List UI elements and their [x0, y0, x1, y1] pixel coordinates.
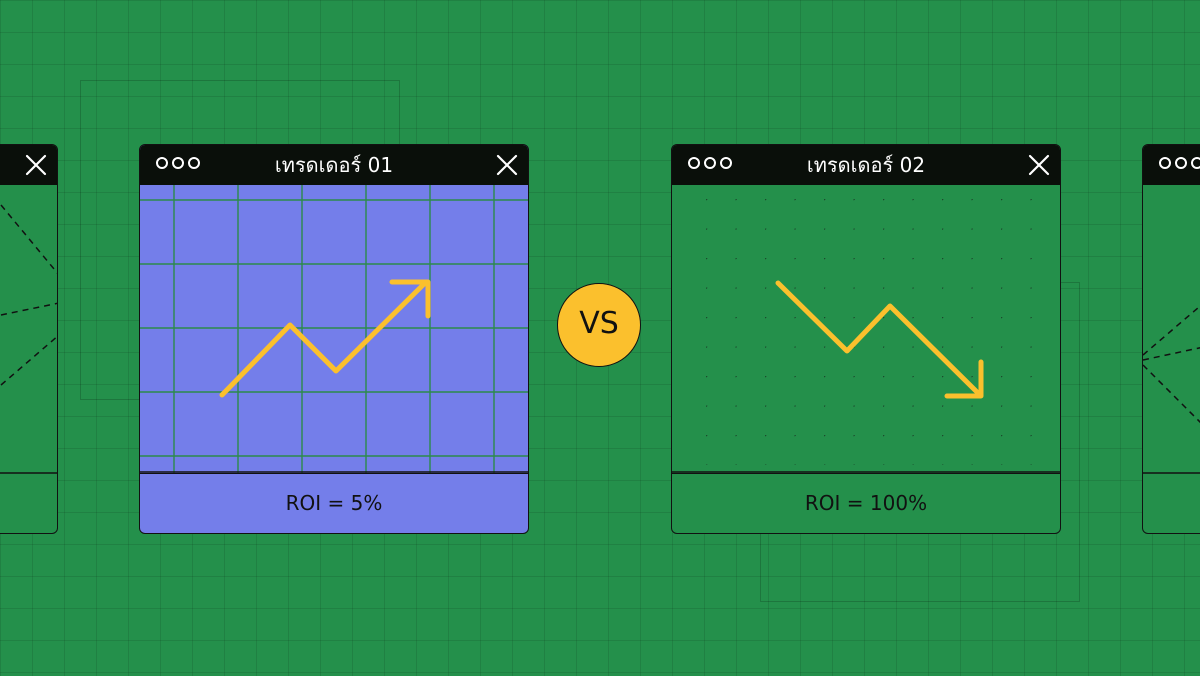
trend-down-arrow-icon: [775, 280, 984, 399]
trend-up-arrow-icon: [219, 279, 431, 398]
trader-01-titlebar: เทรดเดอร์ 01: [140, 145, 528, 185]
partial-window-left-chart: [0, 204, 57, 474]
trader-02-roi: ROI = 100%: [804, 491, 928, 515]
partial-window-right-chart: [1143, 305, 1200, 474]
partial-window-right: [1142, 144, 1200, 534]
close-icon[interactable]: [1028, 154, 1050, 176]
close-icon[interactable]: [496, 154, 518, 176]
window-dots-icon[interactable]: [688, 157, 732, 169]
partial-window-left: [0, 144, 58, 534]
trader-02-chart: [672, 185, 1060, 474]
partial-window-right-titlebar: [1143, 145, 1200, 185]
partial-window-left-titlebar: [0, 145, 57, 185]
vs-badge: VS: [557, 283, 641, 367]
trader-02-window: เทรดเดอร์ 02 ROI = 100%: [671, 144, 1061, 534]
window-dots-icon[interactable]: [156, 157, 200, 169]
trader-02-title: เทรดเดอร์ 02: [806, 153, 926, 177]
window-dots-icon: [1159, 157, 1200, 169]
trader-01-roi: ROI = 5%: [285, 491, 383, 515]
trader-01-title: เทรดเดอร์ 01: [274, 153, 394, 177]
close-icon[interactable]: [25, 154, 47, 176]
trader-01-chart: [140, 185, 528, 474]
trader-01-window: เทรดเดอร์ 01 ROI = 5%: [139, 144, 529, 534]
trader-02-titlebar: เทรดเดอร์ 02: [672, 145, 1060, 185]
